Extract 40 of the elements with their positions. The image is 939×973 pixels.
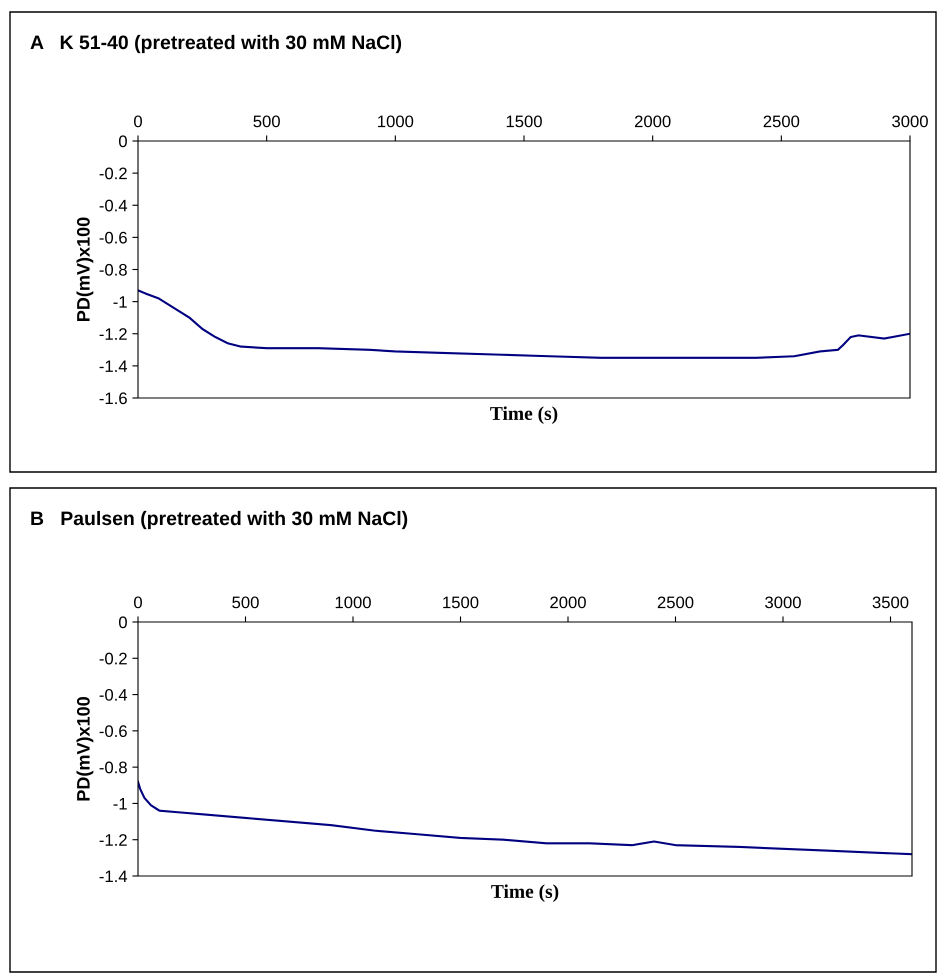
x-tick-label: 2500 — [658, 596, 694, 608]
y-tick-label: -1 — [114, 798, 127, 810]
line-series — [138, 780, 912, 856]
x-tick-label: 3000 — [765, 596, 801, 608]
y-tick-label: -1.2 — [100, 834, 127, 846]
x-tick-label: 0 — [134, 115, 142, 128]
y-tick-label: -0.8 — [100, 264, 127, 276]
y-tick-label: -1 — [114, 296, 127, 308]
y-tick-label: 0 — [118, 616, 127, 628]
y-tick-label: -1.2 — [100, 328, 127, 340]
chart-title: A K 51-40 (pretreated with 30 mM NaCl) — [30, 34, 402, 54]
x-tick-label: 1000 — [336, 596, 371, 608]
x-tick-label: 2500 — [764, 115, 800, 128]
y-tick-label: 0 — [118, 135, 127, 148]
x-tick-label: 2000 — [634, 115, 671, 128]
y-tick-label: -1.6 — [100, 392, 127, 404]
line-series — [138, 289, 910, 359]
y-tick-label: -1.4 — [100, 360, 128, 372]
chart-title: B Paulsen (pretreated with 30 mM NaCl) — [31, 510, 408, 530]
x-tick-label: 1000 — [378, 115, 414, 128]
y-tick-label: -0.4 — [100, 688, 128, 701]
x-tick-label: 0 — [134, 596, 142, 608]
x-tick-label: 2000 — [550, 596, 586, 608]
y-tick-label: -0.6 — [100, 232, 127, 244]
y-tick-label: -0.2 — [100, 168, 127, 180]
x-tick-label: 1500 — [506, 115, 542, 128]
y-tick-label: -0.8 — [100, 762, 127, 774]
y-axis-title: PD(mV)x100 — [76, 697, 94, 800]
y-tick-label: -0.4 — [100, 200, 128, 212]
x-axis-title: Time (s) — [491, 884, 558, 902]
x-tick-label: 3000 — [892, 115, 928, 128]
x-tick-label: 500 — [253, 115, 280, 128]
x-tick-label: 3500 — [872, 596, 908, 608]
y-tick-label: -1.4 — [100, 870, 128, 882]
y-tick-label: -0.6 — [100, 725, 127, 738]
x-tick-label: 500 — [232, 596, 259, 608]
y-axis-title: PD(mV)x100 — [76, 218, 94, 321]
x-tick-label: 1500 — [443, 596, 478, 608]
x-axis-title: Time (s) — [490, 406, 558, 424]
y-tick-label: -0.2 — [100, 652, 127, 664]
